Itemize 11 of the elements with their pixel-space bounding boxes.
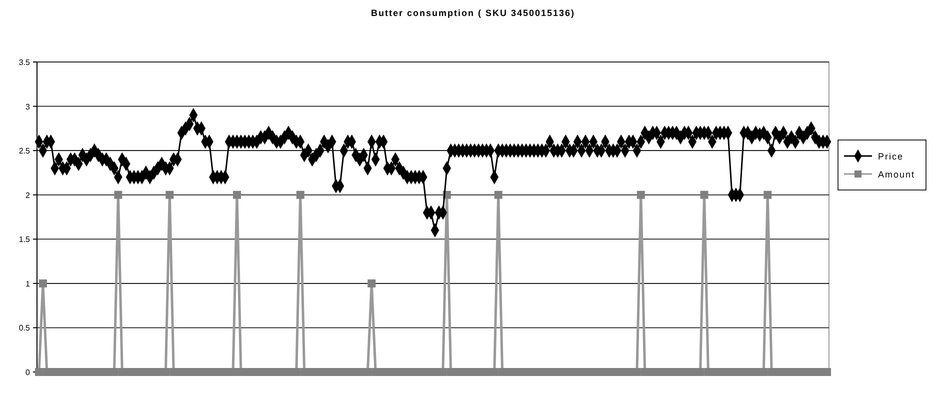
y-tick-label: 0.5 bbox=[18, 324, 31, 333]
y-tick-label: 2.5 bbox=[18, 146, 31, 156]
y-tick-label: 1 bbox=[26, 279, 31, 288]
y-tick-label: 2 bbox=[26, 190, 31, 200]
legend-label: Price bbox=[878, 152, 904, 162]
legend-label: Amount bbox=[878, 170, 916, 180]
y-tick-label: 0 bbox=[26, 368, 31, 377]
y-tick-label: 3.5 bbox=[18, 58, 31, 67]
chart-title: Butter consumption ( SKU 3450015136) bbox=[370, 8, 576, 18]
y-tick-label: 1.5 bbox=[18, 235, 31, 244]
y-tick-label: 3 bbox=[26, 102, 31, 112]
